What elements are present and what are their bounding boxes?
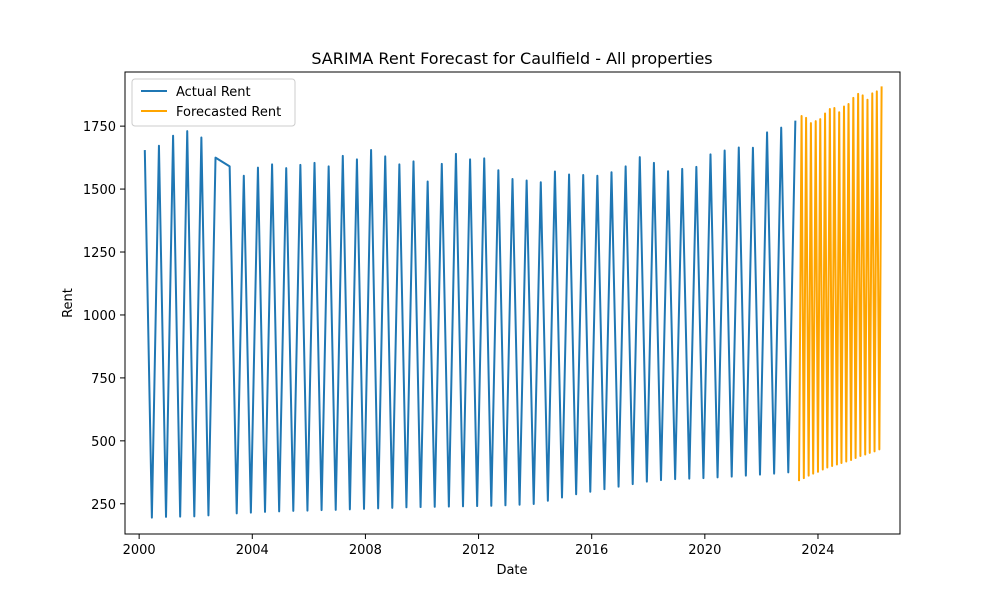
- y-tick-label-250: 250: [91, 498, 116, 513]
- y-tick-label-1250: 1250: [83, 246, 116, 261]
- x-tick-label-2012: 2012: [462, 543, 495, 558]
- x-tick-label-2020: 2020: [688, 543, 721, 558]
- x-tick-label-2004: 2004: [236, 543, 269, 558]
- chart-title: SARIMA Rent Forecast for Caulfield - All…: [311, 49, 712, 68]
- legend-label-forecasted-rent: Forecasted Rent: [176, 105, 281, 120]
- x-tick-label-2024: 2024: [801, 543, 834, 558]
- y-tick-label-1500: 1500: [83, 183, 116, 198]
- plot-frame: [124, 71, 901, 535]
- y-tick-label-750: 750: [91, 372, 116, 387]
- x-axis-label: Date: [496, 563, 527, 578]
- y-tick-label-500: 500: [91, 435, 116, 450]
- legend: Actual Rent Forecasted Rent: [131, 78, 296, 127]
- legend-label-actual-rent: Actual Rent: [176, 85, 251, 100]
- y-tick-label-1000: 1000: [83, 309, 116, 324]
- plot-area: [124, 71, 901, 535]
- y-axis: 250 500 750 1000 1250 1500 1750: [83, 120, 125, 513]
- x-tick-label-2008: 2008: [349, 543, 382, 558]
- x-tick-label-2000: 2000: [123, 543, 156, 558]
- series-line-actual-rent: [143, 120, 797, 519]
- y-axis-label: Rent: [61, 288, 76, 318]
- legend-box: [131, 78, 296, 127]
- series-line-forecasted-rent: [798, 86, 883, 482]
- x-axis: 2000 2004 2008 2012 2016 2020 2024: [123, 534, 835, 558]
- x-tick-label-2016: 2016: [575, 543, 608, 558]
- series-layer: [143, 86, 883, 519]
- y-tick-label-1750: 1750: [83, 120, 116, 135]
